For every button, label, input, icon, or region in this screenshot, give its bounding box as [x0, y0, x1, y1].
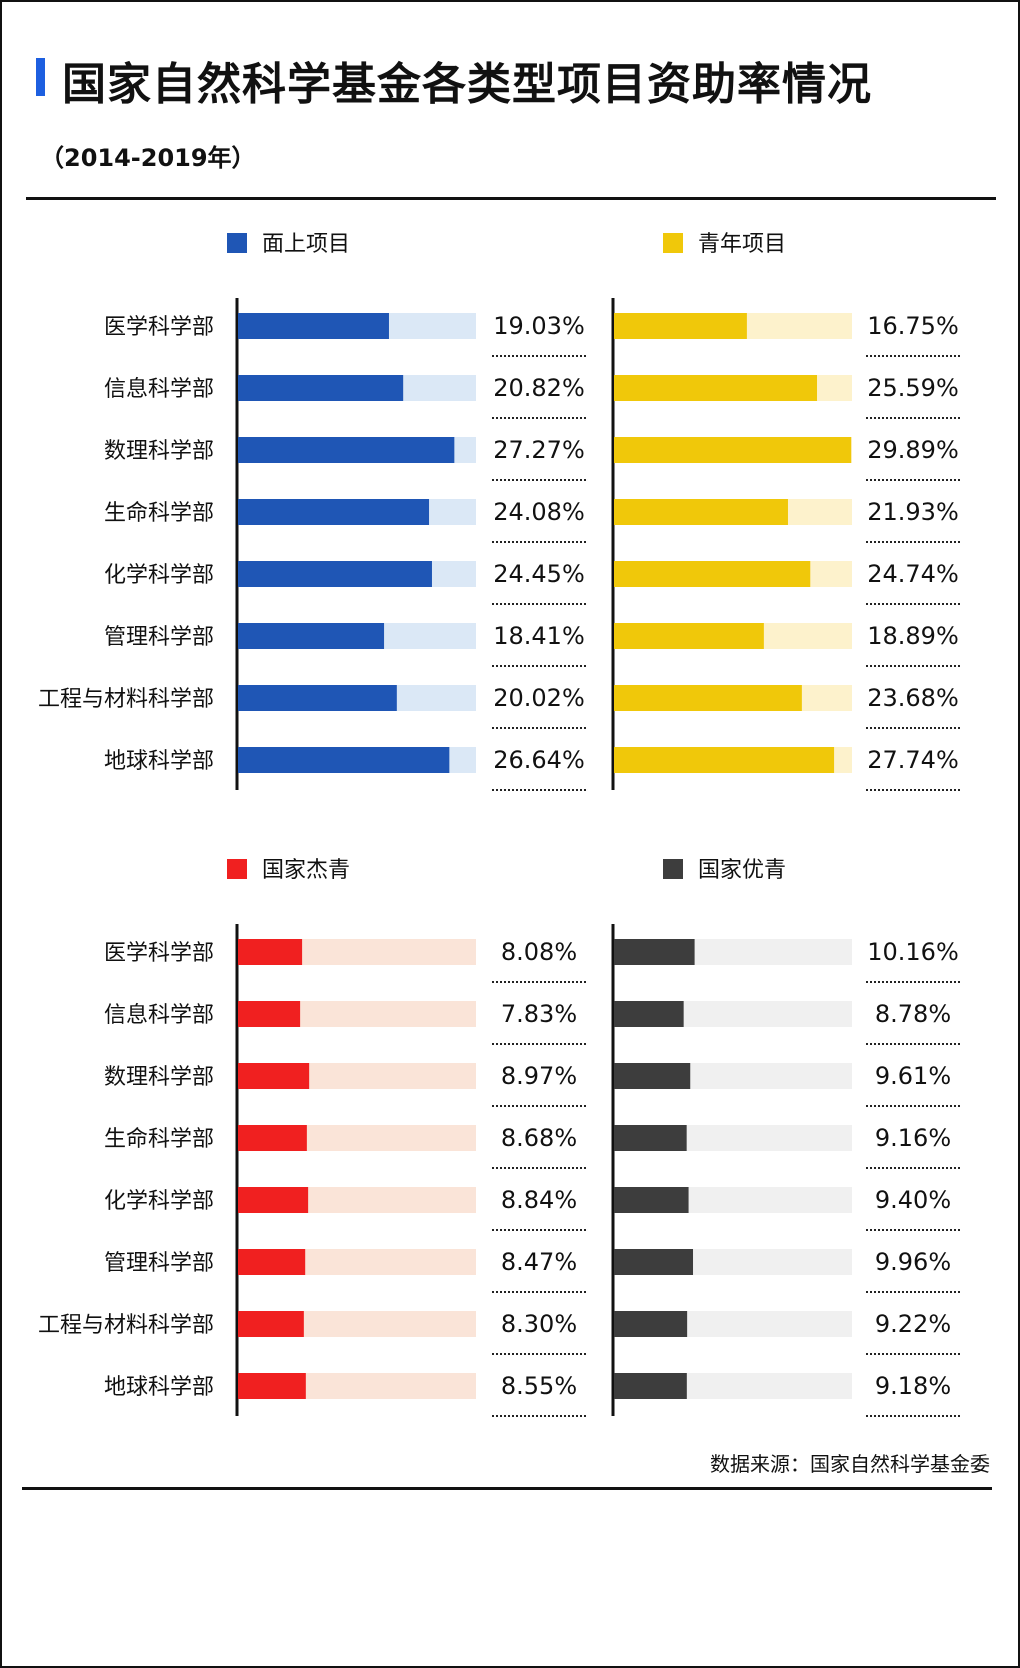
- chart-1-bar: [238, 685, 397, 711]
- chart-1-data-label: 19.03%: [493, 312, 585, 340]
- chart-3-bar: [238, 1373, 306, 1399]
- chart-1-data-label: 27.27%: [493, 436, 585, 464]
- chart-2-data-label: 16.75%: [867, 312, 959, 340]
- chart-3-category-label: 信息科学部: [104, 1003, 214, 1028]
- chart-3-data-label: 8.47%: [501, 1248, 577, 1276]
- chart-2-data-label: 29.89%: [867, 436, 959, 464]
- chart-2-data-label: 21.93%: [867, 498, 959, 526]
- chart-2-bar: [614, 561, 811, 587]
- chart-3-category-label: 医学科学部: [104, 941, 214, 966]
- chart-1-category-label: 管理科学部: [104, 625, 214, 650]
- chart-1-data-label: 18.41%: [493, 622, 585, 650]
- chart-4-bar: [614, 1001, 684, 1027]
- chart-3-category-label: 生命科学部: [104, 1127, 214, 1152]
- chart-1-data-label: 20.82%: [493, 374, 585, 402]
- chart-1-bar: [238, 561, 432, 587]
- chart-4-data-label: 9.16%: [875, 1124, 951, 1152]
- chart-4-bar: [614, 1125, 687, 1151]
- chart-1-category-label: 数理科学部: [104, 439, 214, 464]
- chart-2-bar: [614, 623, 764, 649]
- chart-1-bar: [238, 747, 450, 773]
- chart-1-bar: [238, 375, 404, 401]
- chart-2-bar: [614, 747, 835, 773]
- chart-2-data-label: 25.59%: [867, 374, 959, 402]
- chart-2-bar: [614, 499, 788, 525]
- page-title: 国家自然科学基金各类型项目资助率情况: [62, 59, 872, 110]
- title-accent-bar: [36, 58, 45, 96]
- chart-3-category-label: 化学科学部: [104, 1189, 214, 1214]
- chart-3-legend-label: 国家杰青: [262, 858, 350, 883]
- chart-2-bar: [614, 313, 747, 339]
- chart-2-legend-label: 青年项目: [698, 232, 786, 257]
- chart-3-bar: [238, 1001, 301, 1027]
- chart-4-data-label: 9.22%: [875, 1310, 951, 1338]
- chart-3-category-label: 数理科学部: [104, 1065, 214, 1090]
- chart-4-data-label: 9.61%: [875, 1062, 951, 1090]
- chart-3-bar: [238, 939, 303, 965]
- chart-4-data-label: 8.78%: [875, 1000, 951, 1028]
- chart-3-data-label: 8.30%: [501, 1310, 577, 1338]
- chart-1-data-label: 24.45%: [493, 560, 585, 588]
- chart-3-legend-swatch: [227, 859, 247, 879]
- chart-4-bar: [614, 939, 695, 965]
- chart-1-data-label: 24.08%: [493, 498, 585, 526]
- chart-3-bar: [238, 1249, 306, 1275]
- chart-1-bar: [238, 313, 389, 339]
- chart-2-bar: [614, 437, 852, 463]
- chart-1-legend-swatch: [227, 233, 247, 253]
- bottom-divider: [22, 1487, 992, 1490]
- chart-3-category-label: 地球科学部: [104, 1375, 214, 1400]
- chart-4-legend-swatch: [663, 859, 683, 879]
- chart-2-data-label: 23.68%: [867, 684, 959, 712]
- chart-4-bar: [614, 1063, 691, 1089]
- chart-1-category-label: 化学科学部: [104, 563, 214, 588]
- chart-2-legend-swatch: [663, 233, 683, 253]
- chart-4-legend-label: 国家优青: [698, 858, 786, 883]
- chart-3-data-label: 8.08%: [501, 938, 577, 966]
- chart-1-category-label: 生命科学部: [104, 501, 214, 526]
- chart-4-bar: [614, 1373, 687, 1399]
- top-divider: [26, 197, 996, 200]
- chart-4-data-label: 10.16%: [867, 938, 959, 966]
- chart-2-data-label: 27.74%: [867, 746, 959, 774]
- chart-4-data-label: 9.96%: [875, 1248, 951, 1276]
- chart-3-category-label: 管理科学部: [104, 1251, 214, 1276]
- chart-3-bar: [238, 1187, 309, 1213]
- chart-1-category-label: 地球科学部: [104, 749, 214, 774]
- chart-1-data-label: 26.64%: [493, 746, 585, 774]
- chart-2-data-label: 24.74%: [867, 560, 959, 588]
- chart-1-bar: [238, 623, 385, 649]
- chart-3-data-label: 8.97%: [501, 1062, 577, 1090]
- chart-4-data-label: 9.40%: [875, 1186, 951, 1214]
- chart-3-bar: [238, 1063, 310, 1089]
- chart-3-category-label: 工程与材料科学部: [38, 1313, 214, 1338]
- chart-4-bar: [614, 1311, 688, 1337]
- chart-1-bar: [238, 499, 430, 525]
- chart-3-data-label: 8.55%: [501, 1372, 577, 1400]
- chart-1-category-label: 信息科学部: [104, 377, 214, 402]
- chart-3-data-label: 8.68%: [501, 1124, 577, 1152]
- chart-2-bar: [614, 685, 802, 711]
- chart-1-category-label: 医学科学部: [104, 315, 214, 340]
- chart-1-category-label: 工程与材料科学部: [38, 687, 214, 712]
- chart-4-bar: [614, 1249, 694, 1275]
- chart-3-data-label: 7.83%: [501, 1000, 577, 1028]
- chart-4-bar: [614, 1187, 689, 1213]
- chart-1-legend-label: 面上项目: [262, 232, 350, 257]
- chart-1-bar: [238, 437, 455, 463]
- chart-2-data-label: 18.89%: [867, 622, 959, 650]
- chart-4-data-label: 9.18%: [875, 1372, 951, 1400]
- chart-3-data-label: 8.84%: [501, 1186, 577, 1214]
- chart-3-bar: [238, 1125, 307, 1151]
- page-subtitle: （2014-2019年）: [40, 144, 256, 172]
- chart-1-data-label: 20.02%: [493, 684, 585, 712]
- data-source-note: 数据来源：国家自然科学基金委: [710, 1452, 990, 1476]
- chart-2-bar: [614, 375, 818, 401]
- chart-3-bar: [238, 1311, 304, 1337]
